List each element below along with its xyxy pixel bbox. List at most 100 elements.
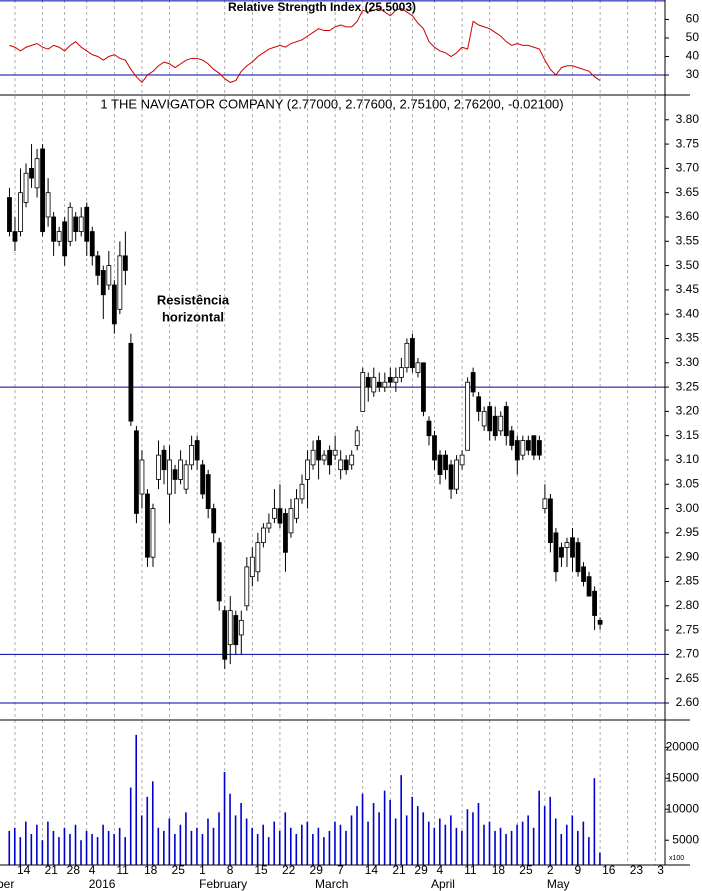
candle-body: [222, 610, 228, 660]
candle-body: [343, 459, 349, 471]
grid-layer: [0, 0, 665, 865]
candle-body: [564, 542, 570, 548]
volume-bar: [317, 827, 320, 865]
candle-body: [156, 454, 161, 480]
y-tick-label: 3.20: [676, 404, 700, 418]
volume-bar: [295, 834, 298, 865]
volume-bar: [356, 806, 358, 865]
y-tick-label: 3.70: [676, 161, 700, 175]
volume-bar: [41, 840, 44, 865]
y-tick-label: 3.00: [676, 501, 700, 515]
y-tick-label: 2.60: [676, 695, 700, 709]
volume-bar: [278, 830, 281, 865]
candle-body: [321, 454, 327, 461]
volume-bar: [588, 837, 590, 865]
volume-bar: [107, 830, 110, 865]
volume-bar: [599, 852, 601, 865]
volume-bar: [212, 827, 215, 865]
volume-bar: [422, 812, 425, 865]
volume-bar: [455, 827, 458, 865]
candle-body: [360, 372, 366, 412]
candle-body: [559, 547, 564, 558]
candle-body: [100, 270, 106, 296]
candle-body: [227, 610, 233, 646]
volume-bar: [538, 790, 540, 865]
volume-bar: [190, 830, 193, 865]
x-tick-label: 14: [17, 863, 31, 877]
candle-body: [371, 376, 377, 393]
volume-bar: [521, 821, 524, 865]
candle-body: [84, 206, 90, 242]
x-tick-label: 23: [630, 863, 644, 877]
volume-bar: [505, 834, 507, 865]
y-tick-label: 40: [686, 49, 700, 63]
candle-body: [117, 255, 123, 310]
x-tick-label: 16: [602, 863, 616, 877]
volume-bar: [439, 818, 441, 865]
volume-bar: [179, 824, 182, 865]
candle-body: [454, 459, 459, 490]
candle-body: [145, 493, 150, 558]
volume-bar: [135, 734, 138, 865]
rsi-title: Relative Strength Index (25.5003): [228, 0, 416, 14]
volume-bar: [124, 837, 126, 865]
candle-body: [161, 449, 167, 471]
candle-body: [332, 449, 338, 456]
candle-body: [404, 342, 410, 369]
volume-bar: [461, 830, 463, 865]
candle-body: [492, 415, 498, 437]
volume-bar: [477, 803, 480, 865]
x-tick-label: 25: [172, 863, 186, 877]
volume-bar: [234, 815, 237, 865]
x-tick-label: 25: [519, 863, 533, 877]
volume-bar: [582, 821, 585, 865]
candle-body: [255, 542, 261, 573]
volume-bar: [163, 830, 165, 865]
candle-body: [167, 459, 172, 495]
candle-body: [365, 376, 371, 388]
y-tick-label: 3.50: [676, 258, 700, 272]
volume-bar: [350, 815, 353, 865]
volume-bar: [444, 824, 447, 865]
volume-bar: [339, 824, 342, 865]
volume-bar: [113, 834, 115, 865]
volume-bar: [411, 796, 414, 865]
candle-body: [354, 430, 360, 446]
volume-bar: [273, 821, 276, 865]
volume-bar: [543, 806, 546, 865]
candle-body: [111, 284, 117, 325]
x-tick-label: 4: [89, 863, 96, 877]
candle-body: [150, 508, 156, 558]
candle-body: [211, 508, 217, 534]
volume-bar: [389, 799, 391, 865]
candle-body: [189, 445, 195, 466]
candle-body: [327, 449, 333, 466]
candle-body: [277, 508, 283, 524]
volume-bar: [488, 821, 491, 865]
x-tick-label: 4: [437, 863, 444, 877]
volume-bar: [63, 827, 66, 865]
y-tick-label: 60: [686, 12, 700, 26]
volume-bar: [571, 815, 574, 865]
volume-bar: [168, 818, 171, 865]
candle-body: [200, 464, 206, 495]
candle-body: [51, 216, 57, 242]
volume-bar: [91, 834, 93, 865]
rsi-line: [9, 7, 601, 84]
x-tick-label: 9: [575, 863, 582, 877]
volume-bar: [361, 793, 364, 865]
volume-bar: [378, 812, 380, 865]
volume-bar: [499, 827, 502, 865]
volume-bar: [323, 837, 325, 865]
candle-body: [73, 216, 79, 232]
y-tick-label: 3.65: [676, 185, 700, 199]
candle-body: [40, 148, 45, 232]
candle-body: [283, 513, 288, 553]
volume-bar: [284, 812, 287, 865]
volume-bar: [25, 821, 27, 865]
volume-bar: [102, 824, 104, 865]
volume-multiplier: x100: [669, 855, 684, 862]
candle-body: [178, 459, 183, 480]
y-tick-label: 50: [686, 30, 700, 44]
